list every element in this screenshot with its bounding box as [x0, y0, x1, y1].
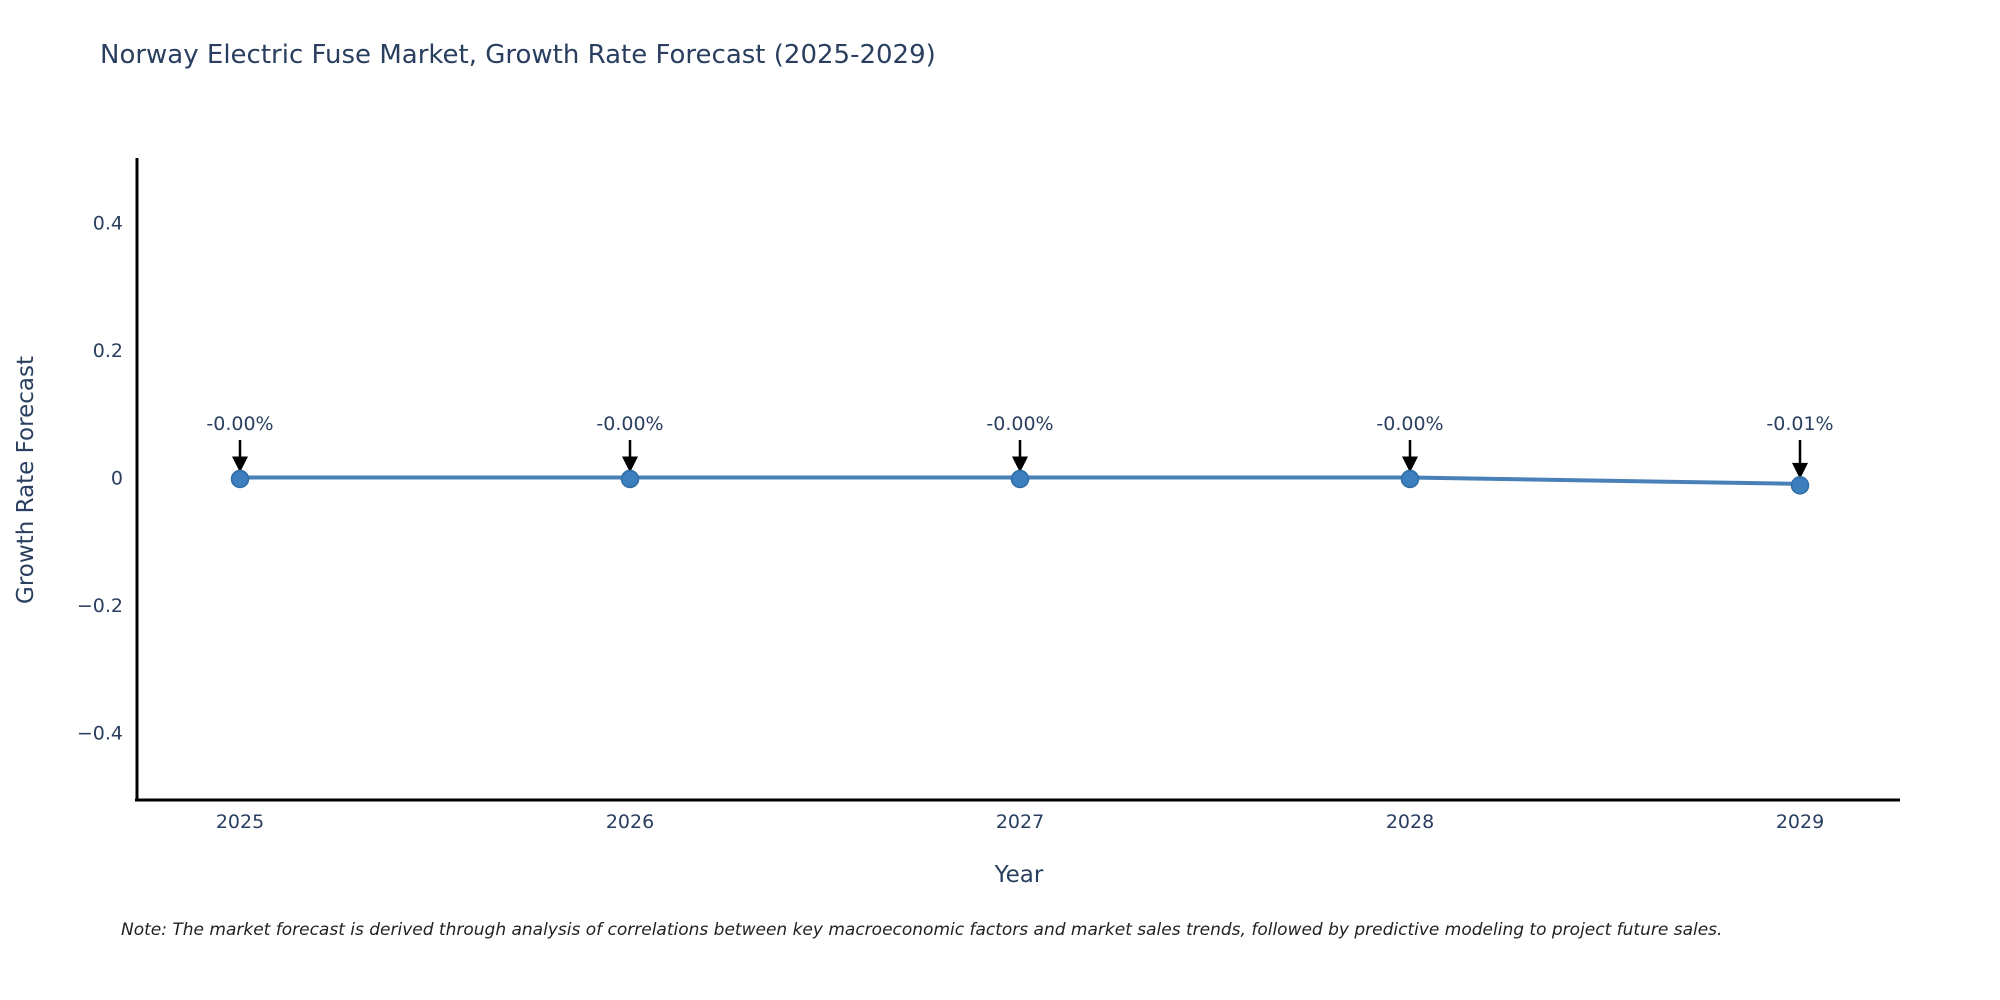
y-tick-label: 0.4: [93, 213, 123, 235]
data-point-marker[interactable]: [620, 469, 640, 489]
x-axis-title: Year: [994, 862, 1044, 888]
y-tick-label: −0.4: [77, 723, 123, 745]
x-tick-label: 2025: [216, 811, 264, 833]
data-point-marker[interactable]: [230, 469, 250, 489]
annotation-arrowhead: [1402, 456, 1418, 473]
y-tick-label: −0.2: [77, 595, 123, 617]
x-tick-label: 2027: [996, 811, 1044, 833]
x-tick-label: 2028: [1386, 811, 1434, 833]
point-annotation-label: -0.00%: [206, 413, 273, 435]
y-tick-label: 0: [111, 468, 123, 490]
point-annotation-label: -0.00%: [596, 413, 663, 435]
annotation-arrowhead: [1012, 456, 1028, 473]
x-tick-label: 2026: [606, 811, 654, 833]
point-annotation-label: -0.00%: [986, 413, 1053, 435]
annotation-arrowhead: [622, 456, 638, 473]
data-point-marker[interactable]: [1400, 469, 1420, 489]
point-annotation-label: -0.00%: [1376, 413, 1443, 435]
data-point-marker[interactable]: [1790, 476, 1810, 495]
data-point-marker[interactable]: [1010, 469, 1030, 489]
point-annotation-label: -0.01%: [1766, 413, 1833, 435]
chart-title: Norway Electric Fuse Market, Growth Rate…: [100, 40, 936, 70]
y-tick-label: 0.2: [93, 340, 123, 362]
footnote: Note: The market forecast is derived thr…: [121, 920, 1723, 940]
x-tick-label: 2029: [1776, 811, 1824, 833]
annotation-arrowhead: [232, 456, 248, 473]
annotation-arrowhead: [1792, 462, 1808, 479]
